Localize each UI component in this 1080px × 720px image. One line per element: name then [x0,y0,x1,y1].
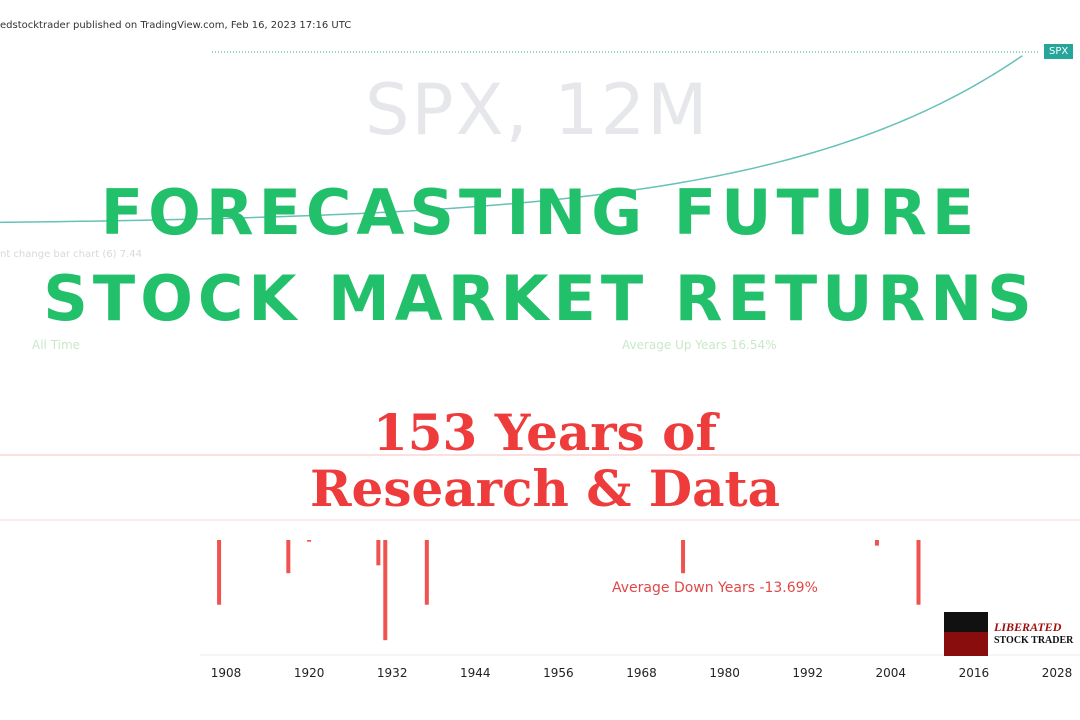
title-line-2: STOCK MARKET RETURNS [43,262,1037,335]
price-tag: SPX [1044,44,1074,59]
down-year-bar [681,540,686,574]
x-tick-label: 2016 [958,666,990,680]
x-tick-label: 1920 [293,666,325,680]
x-tick-label: 1908 [210,666,242,680]
down-year-bar [217,540,222,605]
logo-chart-icon [944,612,988,656]
down-year-bar [874,540,879,546]
x-tick-label: 1932 [376,666,408,680]
price-series-line [0,55,1023,224]
title-line-1: FORECASTING FUTURE [100,176,980,249]
down-year-bar [376,540,381,566]
logo: LIBERATED STOCK TRADER [944,612,1073,656]
x-tick-label: 1944 [460,666,491,680]
x-tick-label: 1992 [792,666,823,680]
publish-info: edstocktrader published on TradingView.c… [0,20,352,31]
down-year-bar [916,540,921,605]
x-tick-label: 1956 [543,666,574,680]
logo-line-2: STOCK TRADER [994,635,1074,646]
avg-up-label: Average Up Years 16.54% [622,338,777,352]
x-tick-label: 2028 [1041,666,1073,680]
subtitle-line-1: 153 Years of [372,403,718,462]
chart-watermark: SPX, 12M [365,69,710,151]
down-year-bar [424,540,429,605]
avg-down-label: Average Down Years -13.69% [612,580,818,596]
down-year-bar [307,540,312,542]
subtitle-line-2: Research & Data [309,459,781,518]
x-tick-label: 1968 [626,666,657,680]
logo-line-1: LIBERATED [994,620,1062,634]
down-year-bar [383,540,388,641]
x-tick-label: 2004 [875,666,907,680]
down-year-bar [286,540,291,574]
x-tick-label: 1980 [709,666,740,680]
all-time-label: All Time [32,338,81,352]
indicator-label: nt change bar chart (6) 7.44 [0,249,142,260]
